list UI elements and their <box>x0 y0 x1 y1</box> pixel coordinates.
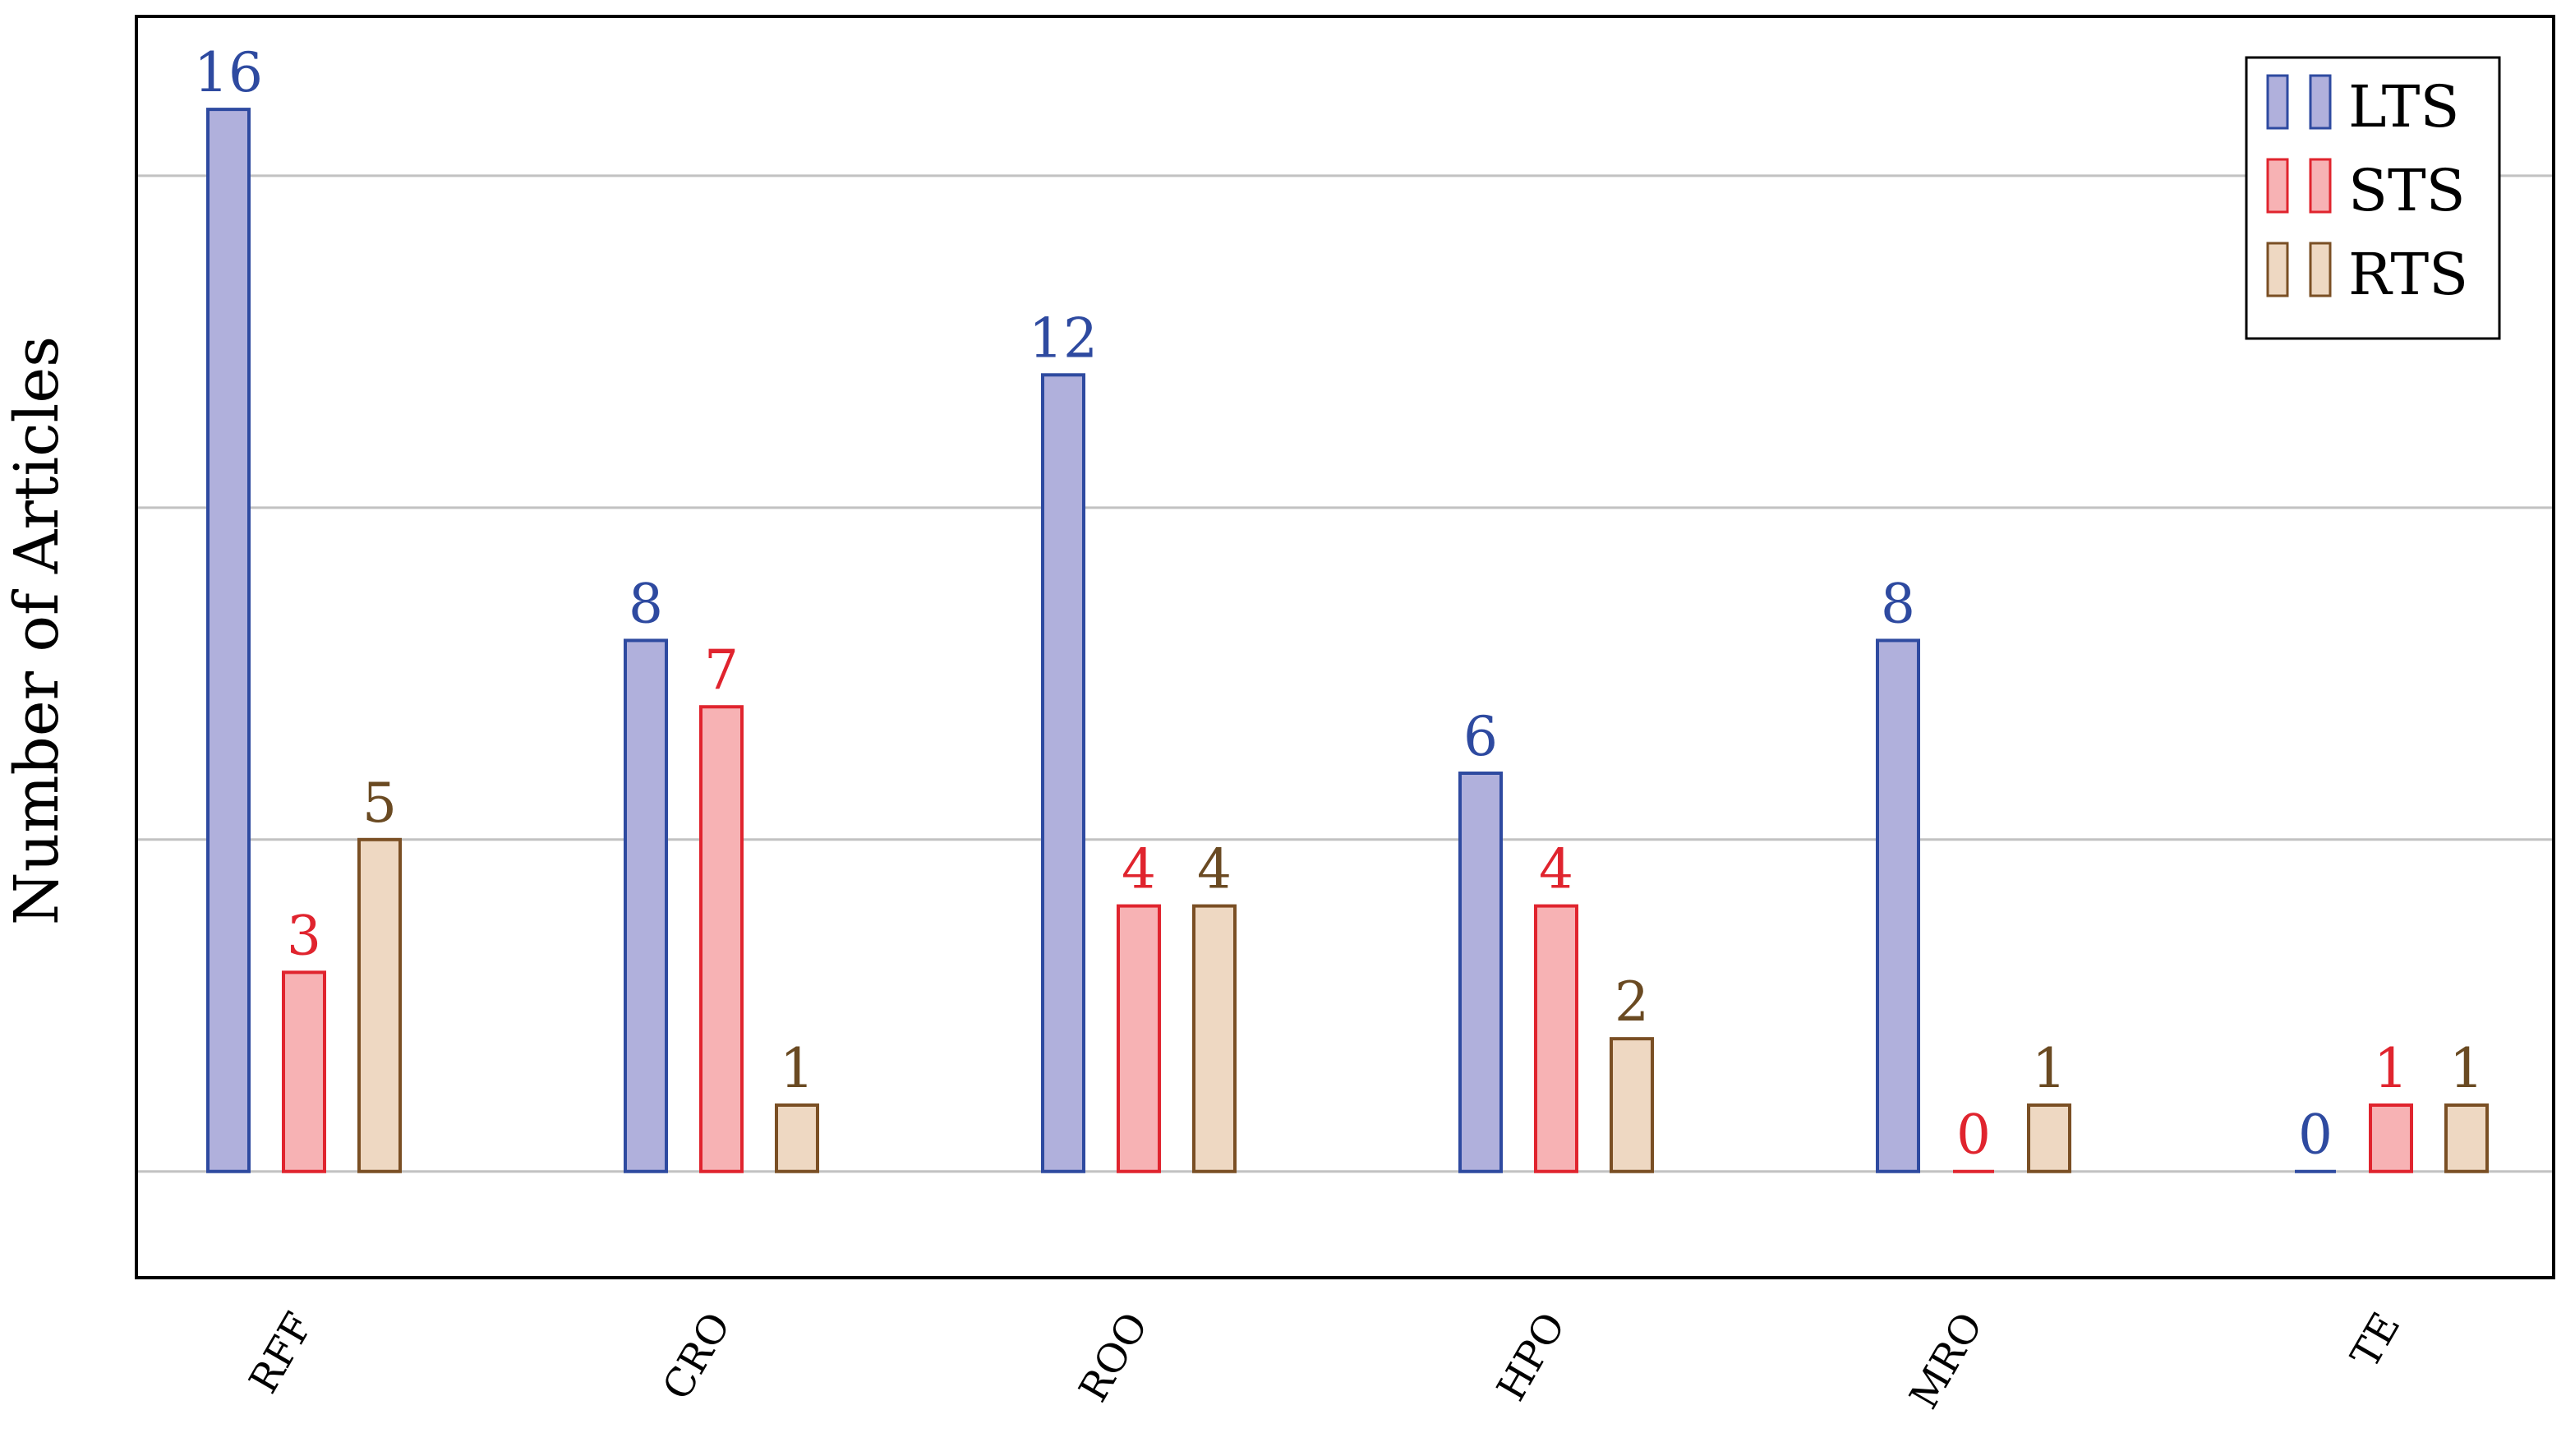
data-label-sts-roo: 4 <box>1122 838 1156 901</box>
gridlines <box>136 174 2554 1173</box>
bar-lts-hpo <box>1458 772 1503 1173</box>
x-tick-labels: RFF CRO ROO HPO MRO TE <box>241 1305 2410 1417</box>
bar-sts-te <box>2369 1103 2413 1173</box>
data-label-rts-mro: 1 <box>2032 1037 2066 1100</box>
x-tick-label-hpo: HPO <box>1488 1305 1574 1408</box>
legend-label-sts: STS <box>2348 157 2466 224</box>
bar-sts-cro <box>699 705 744 1173</box>
bar-lts-cro <box>624 638 668 1173</box>
legend: LTS STS RTS <box>2245 56 2501 340</box>
legend-swatch-sts <box>2266 158 2289 214</box>
data-label-sts-cro: 7 <box>704 638 739 702</box>
data-label-lts-roo: 12 <box>1029 306 1098 370</box>
bar-sts-rff <box>282 970 326 1173</box>
y-axis-label: Number of Articles <box>2 336 72 925</box>
legend-swatch-lts <box>2309 74 2332 130</box>
data-label-lts-mro: 8 <box>1881 572 1915 635</box>
bar-lts-roo <box>1041 373 1085 1173</box>
legend-swatch-rts <box>2309 242 2332 297</box>
legend-swatch-rts <box>2266 242 2289 297</box>
bar-sts-roo <box>1117 904 1161 1173</box>
data-label-rts-cro: 1 <box>780 1037 814 1100</box>
data-label-lts-cro: 8 <box>629 572 663 635</box>
data-label-sts-te: 1 <box>2374 1037 2408 1100</box>
bar-sts-hpo <box>1534 904 1578 1173</box>
bar-rts-mro <box>2027 1103 2071 1173</box>
bar-rts-te <box>2444 1103 2489 1173</box>
data-label-lts-hpo: 6 <box>1463 705 1498 768</box>
bar-rts-roo <box>1192 904 1237 1173</box>
bar-rts-cro <box>775 1103 819 1173</box>
x-tick-label-te: TE <box>2342 1305 2409 1375</box>
bar-rts-hpo <box>1610 1037 1654 1173</box>
data-label-sts-hpo: 4 <box>1539 838 1573 901</box>
bar-rts-rff <box>357 837 402 1173</box>
x-tick-label-roo: ROO <box>1070 1305 1157 1409</box>
data-label-rts-roo: 4 <box>1197 838 1232 901</box>
data-label-rts-hpo: 2 <box>1615 970 1649 1034</box>
data-label-rts-rff: 5 <box>362 772 397 835</box>
legend-swatch-lts <box>2266 74 2289 130</box>
x-tick-label-rff: RFF <box>241 1305 323 1401</box>
data-label-rts-te: 1 <box>2449 1037 2484 1100</box>
plot-frame <box>135 15 2555 1279</box>
bars <box>206 108 2489 1173</box>
x-tick-label-mro: MRO <box>1901 1305 1992 1417</box>
data-label-sts-mro: 0 <box>1956 1104 1991 1167</box>
legend-label-rts: RTS <box>2348 241 2468 308</box>
bar-lts-mro <box>1876 638 1920 1173</box>
data-label-sts-rff: 3 <box>287 904 321 967</box>
legend-swatch-sts <box>2309 158 2332 214</box>
data-label-lts-te: 0 <box>2298 1104 2333 1167</box>
legend-label-lts: LTS <box>2348 73 2459 141</box>
bar-lts-rff <box>206 108 251 1173</box>
x-tick-label-cro: CRO <box>654 1305 740 1408</box>
data-label-lts-rff: 16 <box>194 41 263 104</box>
